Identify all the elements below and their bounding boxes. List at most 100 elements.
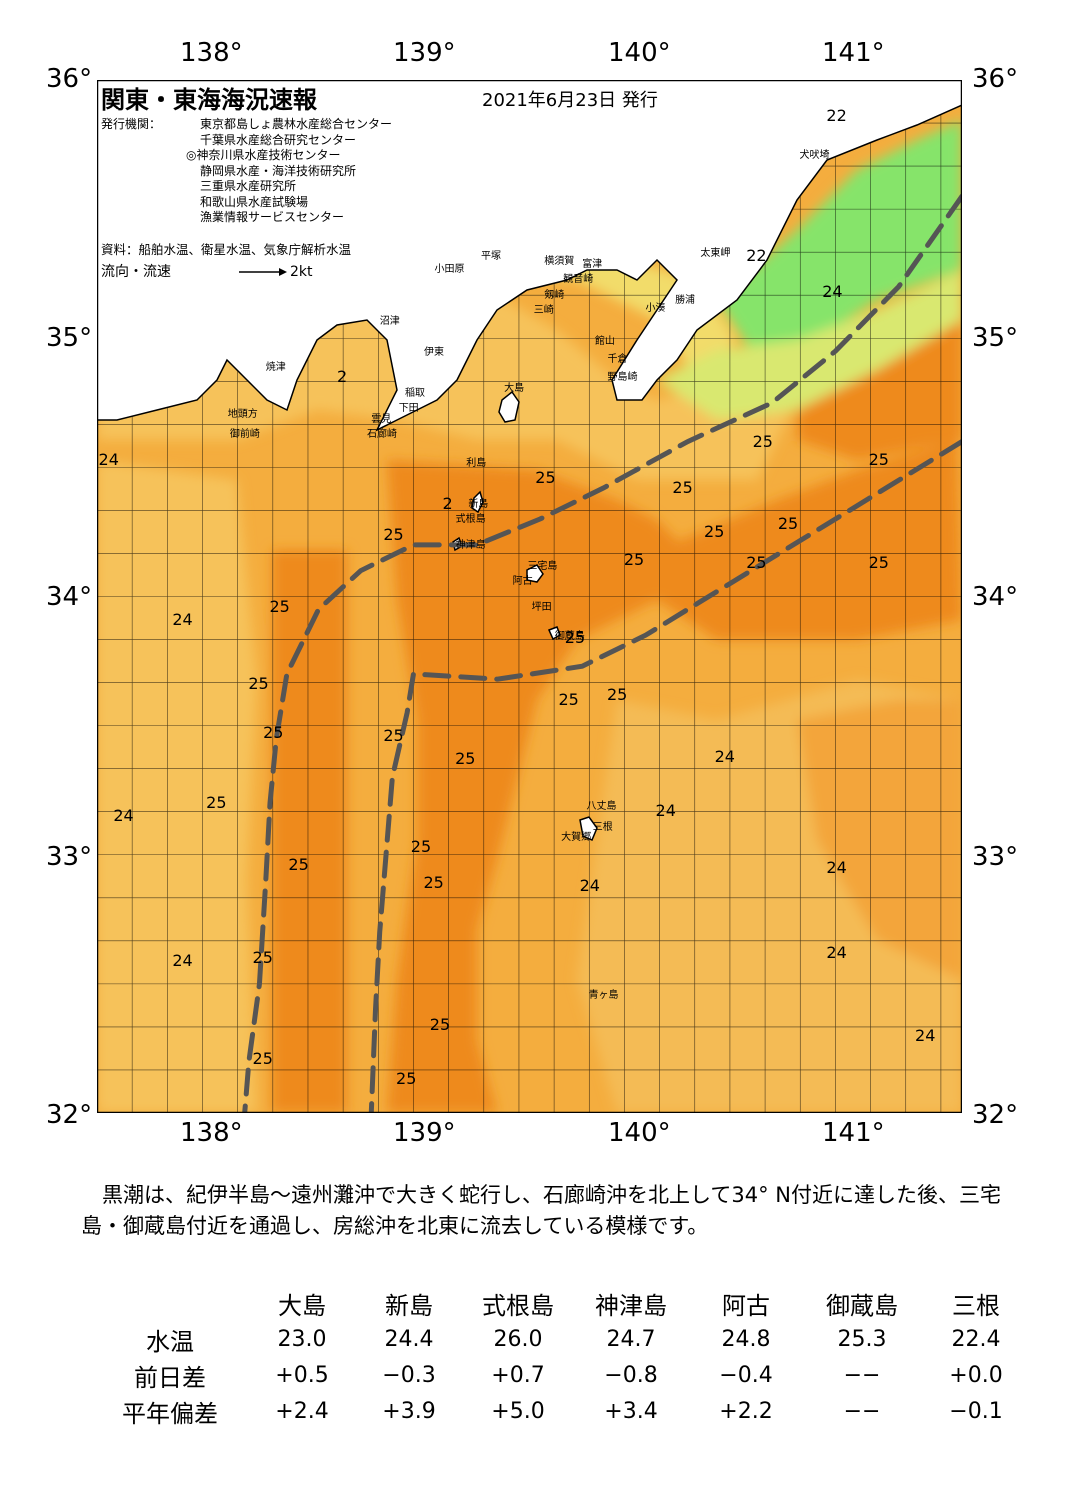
land-niijima (471, 490, 484, 514)
issuer-item: 三重県水産研究所 (200, 179, 297, 193)
zone-green-boso (717, 120, 962, 360)
place-label: 沼津 (379, 315, 400, 327)
place-label: 焼津 (265, 362, 286, 374)
cell: +5.0 (491, 1398, 545, 1424)
lat-label-left-35: 35° (46, 323, 93, 353)
lon-label-top-139: 139° (393, 38, 456, 68)
flow-scale-arrowhead (279, 268, 287, 276)
isotherm-label: 25 (288, 855, 309, 875)
isotherm-label: 25 (252, 948, 273, 968)
cell: +3.9 (382, 1398, 436, 1424)
station-row-anomaly: 平年偏差 +2.4 +3.9 +5.0 +3.4 +2.2 −− −0.1 (90, 1393, 1030, 1429)
place-label: 大賀郷 (561, 832, 592, 844)
data-sources: 資料：船舶水温、衛星水温、気象庁解析水温 (101, 242, 352, 257)
lon-label-bottom-141: 141° (822, 1118, 885, 1148)
isotherm-label: 25 (252, 1048, 273, 1068)
station-header-row: 大島 新島 式根島 神津島 阿古 御蔵島 三根 (90, 1285, 1030, 1321)
station-name: 新島 (385, 1291, 433, 1320)
cell: +0.0 (949, 1362, 1003, 1388)
flow-scale-label: 2kt (290, 264, 313, 280)
place-label: 太東岬 (700, 248, 731, 260)
place-label: 千倉 (607, 354, 628, 366)
cell: −0.8 (604, 1362, 658, 1388)
cell: −0.4 (719, 1362, 773, 1388)
lon-label-top-140: 140° (608, 38, 671, 68)
place-label: 三崎 (533, 305, 554, 317)
place-label: 横須賀 (544, 256, 575, 268)
isotherm-label: 25 (535, 467, 556, 487)
map-frame (97, 80, 962, 1113)
place-label: 観音崎 (563, 274, 594, 286)
lat-label-left-34: 34° (46, 582, 93, 612)
place-label: 館山 (594, 336, 615, 348)
place-label: 神津島 (455, 540, 486, 552)
isotherm-label: 25 (623, 550, 645, 570)
cell: +0.7 (491, 1362, 545, 1388)
lat-label-right-34: 34° (972, 582, 1019, 612)
isotherm-label: 25 (777, 514, 799, 534)
kuroshio-axis-line (368, 439, 962, 1113)
issuer-item: ◎神奈川県水産技術センター (186, 148, 341, 162)
cell: 24.8 (721, 1326, 771, 1352)
place-label: 勝浦 (675, 294, 696, 306)
isotherm-label: 25 (410, 837, 432, 856)
place-label: 阿古 (512, 576, 533, 588)
cell: 24.7 (606, 1326, 656, 1352)
place-label: 利島 (466, 457, 487, 469)
land-mikura (547, 626, 561, 641)
lat-label-right-33: 33° (972, 842, 1019, 872)
lat-label-right-32: 32° (972, 1100, 1019, 1130)
flow-label: 流向・流速 (101, 264, 171, 280)
isotherm-label: 25 (752, 431, 773, 451)
cell: 26.0 (493, 1326, 543, 1352)
zone-cooler-bay (457, 250, 737, 380)
station-name: 神津島 (595, 1291, 667, 1320)
place-label: 石廊崎 (367, 429, 398, 441)
place-label: 八丈島 (586, 801, 617, 813)
place-label: 新島 (468, 498, 489, 510)
isotherm-label: 24 (826, 857, 847, 877)
station-name: 大島 (278, 1291, 326, 1320)
isotherm-label: 24 (98, 449, 119, 469)
place-label: 三根 (592, 821, 613, 833)
station-name: 式根島 (482, 1291, 554, 1320)
isotherm-label: 24 (826, 942, 847, 962)
isotherm-label: 24 (113, 806, 134, 825)
place-label: 地頭方 (227, 408, 258, 420)
lat-label-left-36: 36° (46, 64, 93, 94)
place-label: 雲見 (371, 413, 392, 425)
issuer-item: 東京都島しょ農林水産総合センター (200, 117, 393, 131)
cell: −0.1 (949, 1398, 1003, 1424)
zone-cool-boso (657, 270, 962, 420)
place-label: 野島崎 (607, 372, 638, 384)
land-honshu (97, 80, 962, 432)
cell: −− (843, 1362, 881, 1388)
station-name: 三根 (952, 1291, 1000, 1320)
isotherm-label: 2 (442, 493, 453, 513)
kuroshio-axis-line (242, 193, 962, 1113)
isotherm-label: 25 (704, 521, 725, 541)
place-label: 青ヶ島 (588, 989, 619, 1001)
isotherm-label: 25 (206, 793, 227, 813)
place-label: 平塚 (480, 251, 501, 263)
issuer-item: 和歌山県水産試験場 (200, 194, 309, 209)
land-oshima (498, 390, 520, 423)
isotherm-label: 24 (915, 1025, 936, 1045)
place-label: 下田 (398, 403, 419, 415)
sst-map (97, 80, 962, 1113)
row-label: 前日差 (134, 1363, 206, 1392)
issuers-label: 発行機関： (101, 117, 162, 131)
place-label: 小湊 (645, 302, 666, 314)
isotherm-label: 25 (396, 1069, 417, 1089)
isotherm-label: 25 (383, 725, 404, 745)
station-name: 御蔵島 (826, 1291, 898, 1320)
cell: +3.4 (604, 1398, 658, 1424)
row-label: 平年偏差 (122, 1399, 218, 1428)
land-miyake (526, 564, 544, 583)
place-label: 剱崎 (544, 289, 565, 301)
place-label: 三宅島 (527, 560, 558, 572)
row-label: 水温 (146, 1327, 194, 1356)
isotherm-label: 25 (429, 1015, 451, 1035)
place-label: 御蔵島 (554, 630, 585, 642)
cell: +2.4 (275, 1398, 329, 1424)
